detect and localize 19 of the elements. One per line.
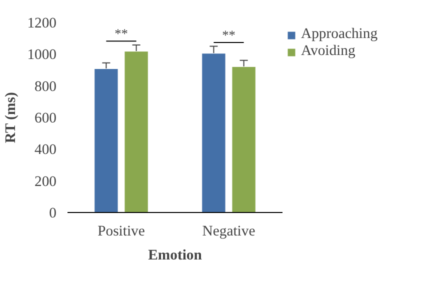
- x-tick-label: Negative: [202, 224, 256, 240]
- legend-label: Approaching: [301, 26, 378, 43]
- x-tick-label: Positive: [98, 224, 145, 240]
- y-tick-label: 400: [34, 142, 56, 158]
- y-tick-label: 0: [49, 206, 56, 222]
- y-tick-label: 800: [34, 78, 56, 95]
- y-tick-label: 1200: [27, 16, 56, 32]
- x-axis-title: Emotion: [148, 248, 202, 264]
- bar: [202, 53, 226, 212]
- y-tick-label: 200: [34, 174, 56, 190]
- bar: [94, 68, 118, 212]
- annotation: **: [114, 26, 128, 41]
- bar: [232, 66, 256, 212]
- y-axis-title: RT (ms): [3, 92, 20, 144]
- y-tick-label: 1000: [27, 47, 56, 64]
- y-tick-label: 600: [34, 110, 56, 126]
- annotation: **: [222, 27, 236, 42]
- bar: [124, 51, 148, 212]
- legend-label: Avoiding: [301, 43, 356, 60]
